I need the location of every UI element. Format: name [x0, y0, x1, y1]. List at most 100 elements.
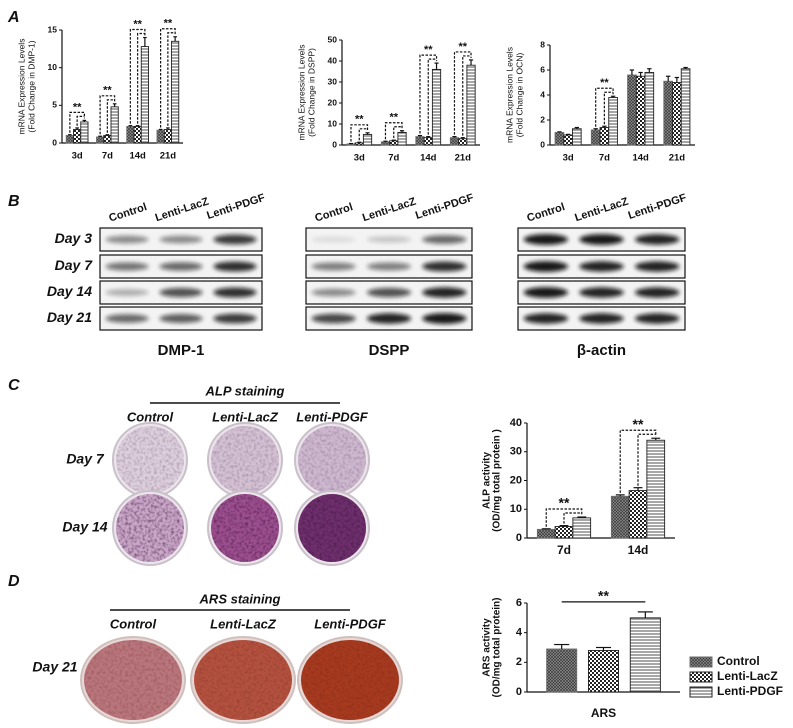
- y-axis-label: (Fold Change in OCN): [514, 53, 524, 138]
- y-axis-label: (OD/mg total protein ): [492, 429, 503, 532]
- error-bar: [82, 119, 87, 122]
- blot-band: [159, 235, 203, 244]
- error-bar: [683, 66, 688, 69]
- error-bar: [574, 126, 579, 129]
- error-bar: [651, 437, 661, 441]
- error-bar: [434, 62, 439, 70]
- blot-band: [105, 235, 149, 244]
- y-tick-label: 2: [540, 114, 545, 124]
- lane-label: Control: [108, 201, 149, 224]
- error-bar: [158, 128, 163, 131]
- significance-label: **: [389, 112, 398, 124]
- significance-label: **: [103, 85, 112, 97]
- error-bar: [173, 36, 177, 42]
- dish-speckle: [298, 494, 366, 562]
- significance-label: **: [133, 18, 142, 30]
- group-label: Control: [127, 409, 174, 424]
- significance-label: **: [424, 44, 433, 56]
- blot-band: [366, 236, 412, 243]
- bar: [110, 106, 119, 144]
- bar: [458, 138, 468, 146]
- blot-band: [634, 287, 680, 298]
- bar: [610, 495, 630, 539]
- error-bar: [112, 103, 117, 107]
- bar: [466, 64, 476, 146]
- significance-label: **: [73, 101, 82, 113]
- panel-label: B: [8, 193, 20, 210]
- significance-label: **: [633, 416, 644, 432]
- y-tick-label: 30: [328, 76, 338, 86]
- x-tick-label: 14d: [420, 153, 437, 164]
- y-axis-label: mRNA Expression Levels: [504, 47, 514, 143]
- x-tick-label: 21d: [455, 153, 472, 164]
- dish-speckle: [116, 426, 184, 494]
- x-tick-label: 7d: [102, 151, 113, 162]
- y-tick-label: 4: [516, 627, 523, 639]
- error-bar: [593, 128, 598, 130]
- lane-label: Lenti-LacZ: [361, 196, 418, 225]
- bar: [563, 134, 573, 146]
- blot-band: [311, 288, 356, 297]
- bar-chart: ARS activity (OD/mg total protein) 0 2 4 6 ARS…: [482, 588, 783, 721]
- significance-bracket: [453, 51, 472, 136]
- panel-label: D: [8, 573, 20, 590]
- blot-band: [523, 234, 569, 245]
- error-bar: [595, 646, 612, 651]
- y-tick-label: 6: [540, 64, 545, 74]
- blot-band: [213, 287, 257, 298]
- bar: [380, 141, 391, 146]
- y-axis-label: (Fold Change in DSPP): [306, 48, 316, 137]
- significance-label: **: [598, 588, 609, 604]
- day-label: Day 21: [32, 659, 77, 675]
- significance-label: **: [458, 41, 467, 53]
- bar: [635, 75, 646, 146]
- day-label: Day 14: [62, 519, 107, 535]
- error-bar: [426, 136, 431, 138]
- blot-band: [422, 261, 467, 272]
- blot-band: [523, 287, 569, 298]
- error-bar: [637, 611, 653, 618]
- error-bar: [647, 68, 652, 73]
- y-tick-label: 2: [516, 656, 522, 668]
- error-bar: [674, 76, 680, 83]
- blot-band: [579, 313, 624, 324]
- bar: [163, 128, 172, 144]
- error-bar: [399, 130, 405, 133]
- bar: [554, 132, 565, 146]
- error-bar: [468, 59, 474, 66]
- group-label: Lenti-LacZ: [212, 409, 279, 424]
- legend-label: Lenti-PDGF: [717, 684, 783, 698]
- significance-bracket: [545, 508, 583, 527]
- dish-speckle: [194, 640, 292, 720]
- bar: [554, 526, 574, 539]
- significance-bracket: [350, 124, 369, 142]
- error-bar: [98, 135, 102, 137]
- significance-label: **: [600, 77, 609, 89]
- bar: [608, 97, 618, 146]
- lane-label: Control: [526, 201, 567, 224]
- bar: [680, 68, 691, 146]
- bar: [587, 650, 620, 693]
- blot-band: [366, 262, 412, 271]
- lane-label: Lenti-LacZ: [154, 196, 211, 225]
- bar: [431, 68, 442, 146]
- group-label: Lenti-LacZ: [210, 616, 277, 631]
- legend-label: Control: [717, 654, 760, 668]
- error-bar: [602, 125, 607, 128]
- error-bar: [452, 136, 457, 138]
- lane-label: Control: [314, 201, 355, 224]
- bar: [156, 129, 165, 144]
- dish-speckle: [298, 426, 366, 494]
- protein-label: DSPP: [369, 342, 410, 359]
- bar: [73, 128, 82, 144]
- y-tick-label: 4: [540, 89, 545, 99]
- day-label: Day 3: [55, 230, 93, 246]
- y-axis-label: (Fold Change in DMP-1): [26, 40, 36, 132]
- significance-label: **: [559, 495, 570, 511]
- legend-swatch: [689, 686, 713, 698]
- bar-chart: mRNA Expression Levels (Fold Change in OC…: [504, 39, 695, 164]
- blot-band: [159, 262, 203, 271]
- bar-chart: mRNA Expression Levels (Fold Change in DM…: [16, 18, 183, 162]
- bar: [627, 74, 637, 146]
